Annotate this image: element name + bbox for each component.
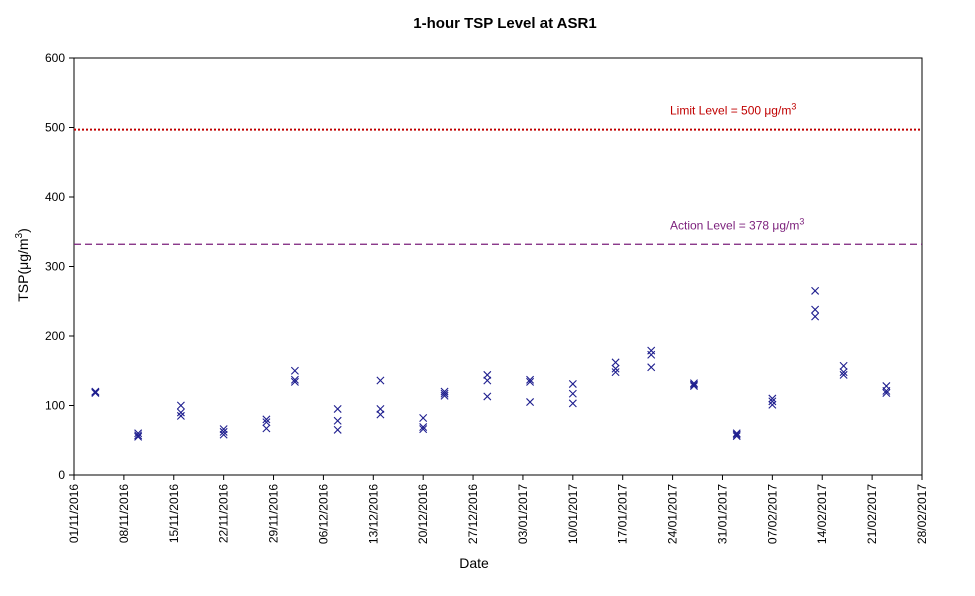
- reference-line-label-0: Limit Level = 500 μg/m3: [670, 102, 796, 118]
- x-tick-label: 22/11/2016: [217, 484, 231, 543]
- data-point: [882, 386, 891, 395]
- data-point: [333, 416, 342, 425]
- data-point: [568, 399, 577, 408]
- data-point: [176, 401, 185, 410]
- data-point: [219, 427, 228, 436]
- y-axis-label-close: ): [15, 228, 31, 233]
- x-axis-label: Date: [459, 555, 489, 571]
- data-point: [811, 286, 820, 295]
- data-point: [526, 375, 535, 384]
- data-point: [839, 361, 848, 370]
- data-point: [290, 375, 299, 384]
- x-axis: 01/11/2016 08/11/2016 15/11/2016 22/11/2016…: [67, 475, 929, 544]
- plot-frame: [73, 57, 923, 476]
- data-point: [134, 431, 143, 440]
- x-tick-label: 01/11/2016: [67, 484, 81, 543]
- data-point: [811, 305, 820, 314]
- x-tick-label: 03/01/2017: [516, 484, 530, 544]
- chart-title: 1-hour TSP Level at ASR1: [413, 15, 596, 32]
- y-tick-label: 100: [45, 399, 65, 413]
- data-point: [611, 358, 620, 367]
- reference-lines: Limit Level = 500 μg/m3 Action Level = 37…: [74, 102, 922, 245]
- data-point: [526, 377, 535, 386]
- x-tick-label: 10/01/2017: [566, 484, 580, 544]
- data-point: [176, 408, 185, 417]
- data-point: [689, 382, 698, 391]
- x-tick-label: 17/01/2017: [616, 484, 630, 544]
- x-tick-label: 28/02/2017: [915, 484, 929, 544]
- y-tick-label: 200: [45, 329, 65, 343]
- data-point: [611, 368, 620, 377]
- data-point: [732, 429, 741, 438]
- data-point: [134, 429, 143, 438]
- data-point: [839, 370, 848, 379]
- data-point: [262, 415, 271, 424]
- x-tick-label: 20/12/2016: [416, 484, 430, 544]
- data-point: [333, 425, 342, 434]
- data-point: [732, 430, 741, 439]
- data-point: [568, 379, 577, 388]
- data-point: [376, 376, 385, 385]
- data-point: [440, 391, 449, 400]
- data-point: [647, 346, 656, 355]
- data-point: [290, 377, 299, 386]
- x-tick-label: 24/01/2017: [666, 484, 680, 544]
- data-point: [419, 425, 428, 434]
- data-point: [689, 379, 698, 388]
- y-axis: 0 100 200 300 400 500 600: [45, 51, 74, 482]
- x-tick-label: 21/02/2017: [865, 484, 879, 544]
- data-points: [91, 286, 891, 441]
- y-axis-label: TSP(μg/m3): [14, 228, 31, 302]
- data-point: [134, 432, 143, 441]
- x-tick-label: 15/11/2016: [167, 484, 181, 543]
- data-point: [419, 414, 428, 422]
- y-tick-label: 0: [58, 468, 65, 482]
- y-axis-label-text: TSP(μg/m: [15, 238, 31, 301]
- data-point: [483, 392, 492, 401]
- data-point: [768, 400, 777, 409]
- data-point: [882, 389, 891, 397]
- x-tick-label: 08/11/2016: [117, 484, 131, 543]
- data-point: [219, 430, 228, 439]
- data-point: [811, 312, 820, 321]
- y-tick-label: 400: [45, 190, 65, 204]
- x-tick-label: 31/01/2017: [715, 484, 729, 544]
- data-point: [262, 418, 271, 427]
- x-tick-label: 06/12/2016: [316, 484, 330, 544]
- data-point: [483, 376, 492, 385]
- data-point: [419, 423, 428, 432]
- plot-area: [73, 57, 923, 476]
- x-tick-label: 29/11/2016: [267, 484, 281, 543]
- x-tick-label: 27/12/2016: [466, 484, 480, 544]
- y-tick-label: 600: [45, 51, 65, 65]
- data-point: [262, 424, 271, 433]
- data-point: [732, 432, 741, 441]
- data-point: [376, 410, 385, 419]
- data-point: [440, 389, 449, 398]
- data-point: [91, 389, 100, 397]
- y-axis-label-superscript: 3: [14, 232, 25, 238]
- data-point: [526, 398, 535, 407]
- data-point: [647, 363, 656, 372]
- data-point: [768, 394, 777, 403]
- data-point: [290, 366, 299, 375]
- x-tick-label: 14/02/2017: [815, 484, 829, 544]
- data-point: [176, 411, 185, 420]
- data-point: [568, 389, 577, 398]
- reference-line-label-1: Action Level = 378 μg/m3: [670, 216, 804, 232]
- y-tick-label: 300: [45, 260, 65, 274]
- x-tick-label: 07/02/2017: [765, 484, 779, 544]
- data-point: [647, 350, 656, 359]
- data-point: [611, 364, 620, 373]
- x-tick-label: 13/12/2016: [366, 484, 380, 544]
- data-point: [839, 368, 848, 377]
- data-point: [689, 380, 698, 389]
- data-point: [768, 397, 777, 406]
- y-tick-label: 500: [45, 121, 65, 135]
- data-point: [333, 404, 342, 413]
